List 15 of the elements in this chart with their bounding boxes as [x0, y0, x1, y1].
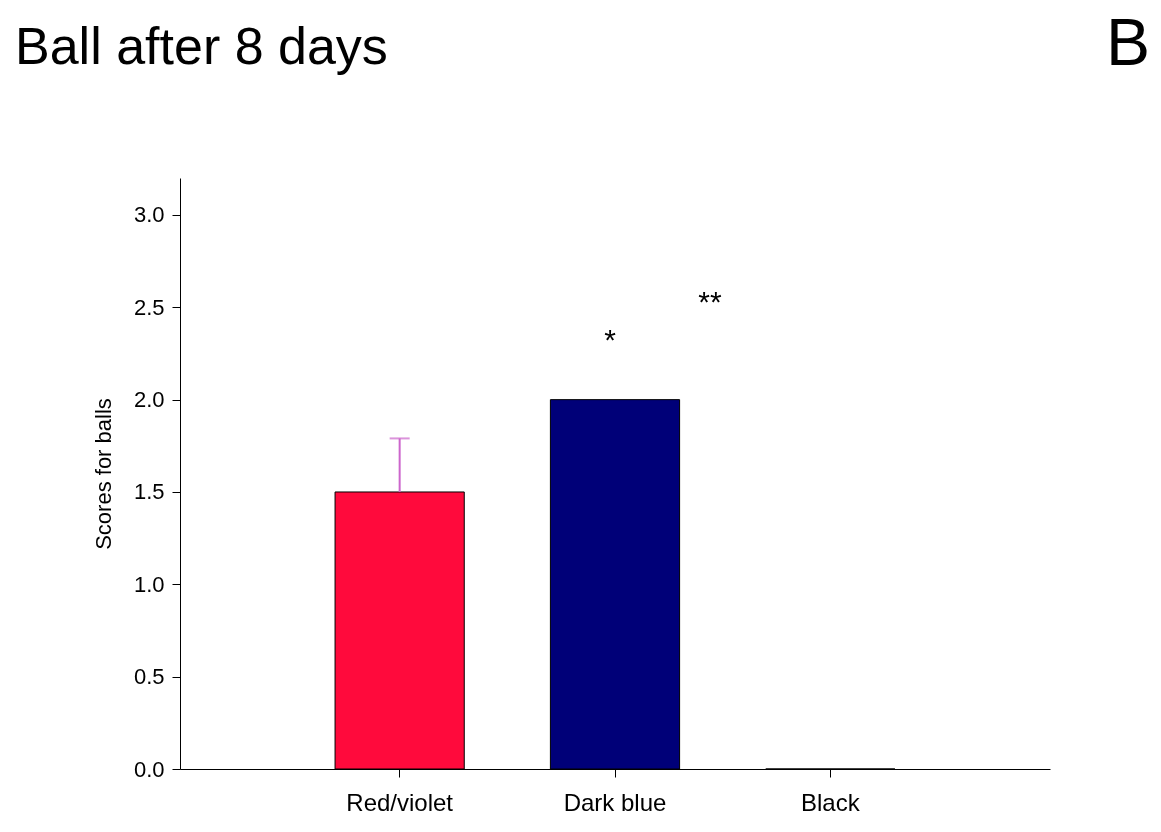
- x-tick-label: Red/violet: [346, 788, 454, 816]
- text: B: [1105, 5, 1150, 79]
- y-axis-title: Scores for balls: [90, 398, 116, 550]
- chart-title: Ball after 8 days: [15, 17, 388, 75]
- y-tick-label: 2.0: [133, 387, 165, 413]
- y-tick-label: 2.5: [133, 294, 165, 320]
- annotation: *: [604, 323, 617, 356]
- y-tick-label: 1.5: [133, 479, 165, 505]
- x-tick-label: Black: [801, 788, 861, 816]
- y-tick-label: 0.5: [133, 664, 165, 690]
- annotation: **: [698, 285, 722, 318]
- x-tick-label: Dark blue: [563, 788, 667, 816]
- y-tick-label: 1.0: [133, 571, 165, 597]
- y-tick-label: 0.0: [133, 756, 165, 782]
- y-tick-label: 3.0: [133, 202, 165, 228]
